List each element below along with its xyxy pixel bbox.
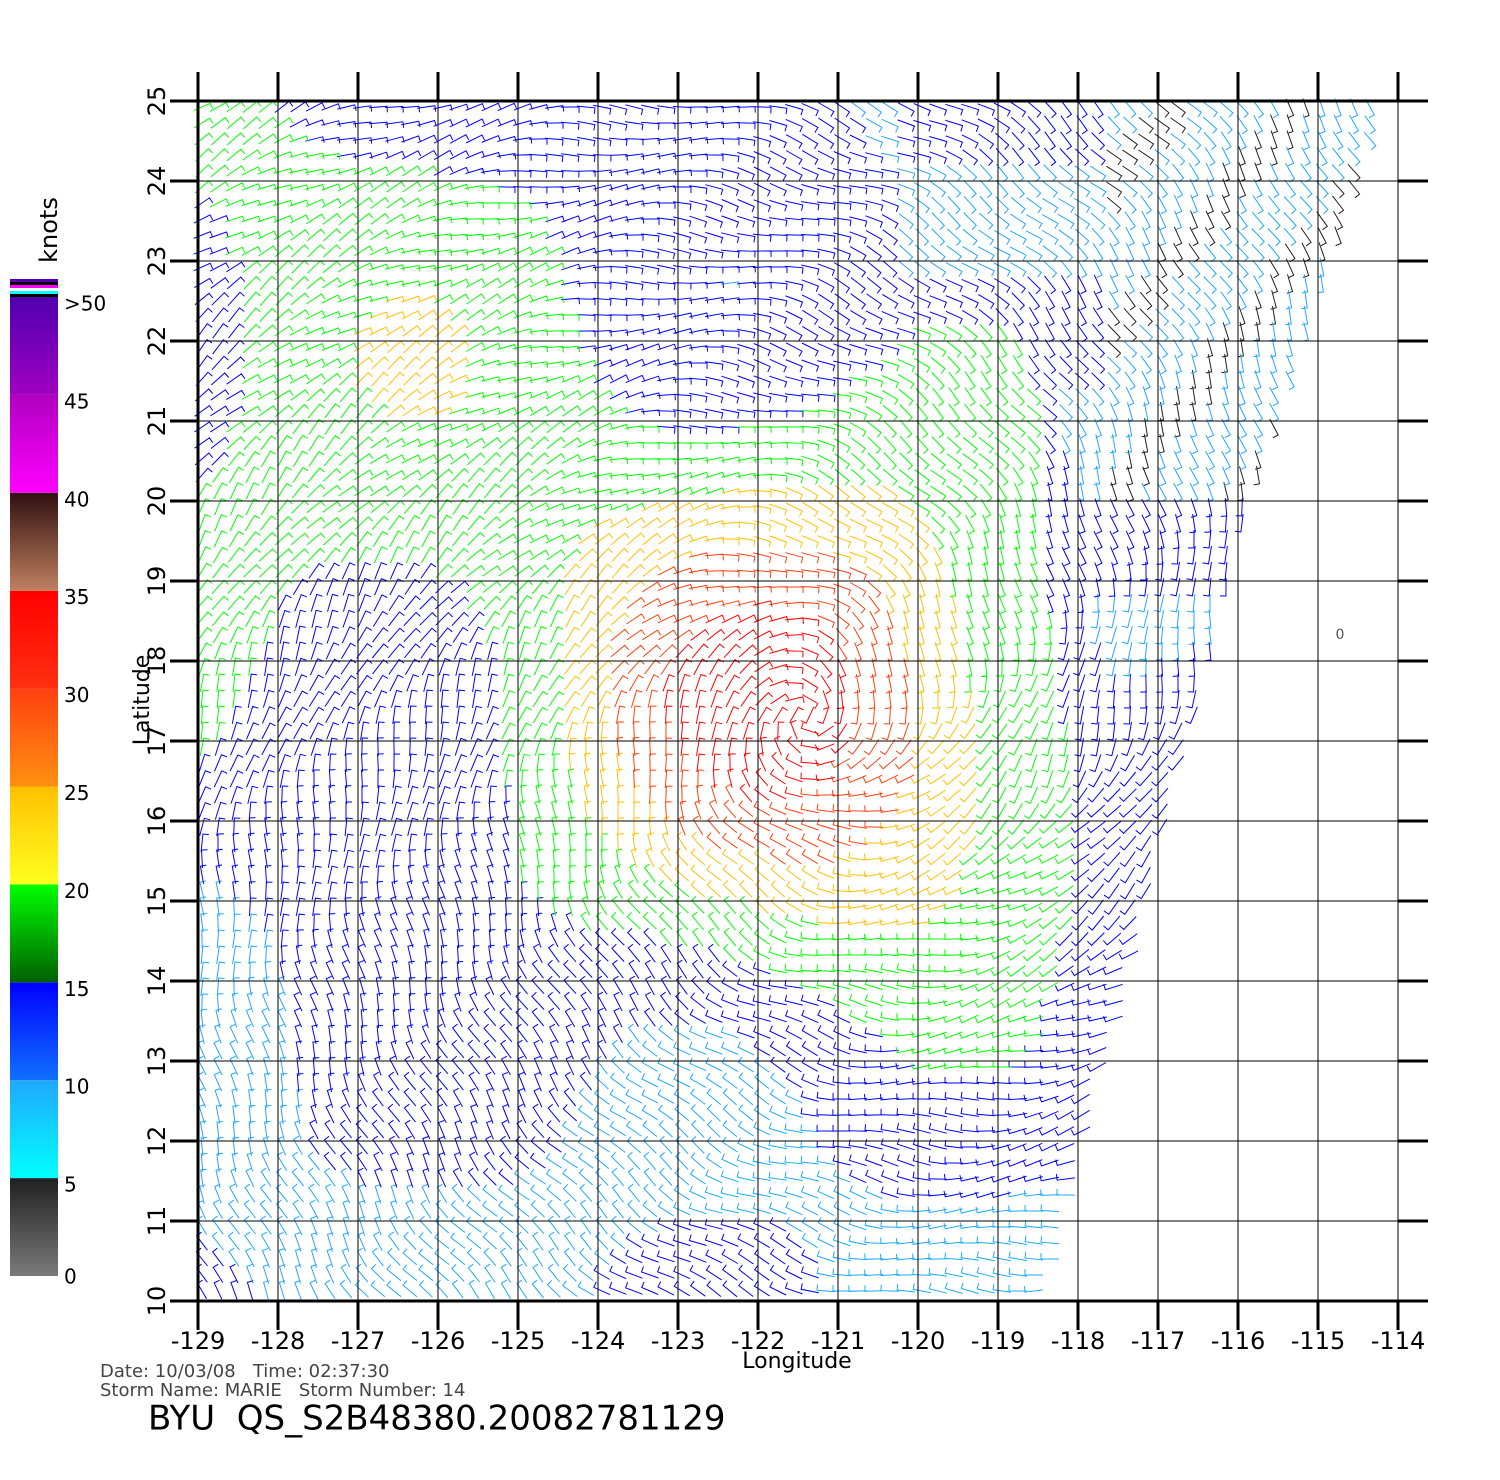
colorbar-cap	[10, 294, 58, 297]
colorbar-tick-label: 45	[64, 389, 89, 413]
colorbar-segment	[10, 1178, 58, 1276]
colorbar-tick-label: >50	[64, 292, 106, 316]
y-tick-label: 22	[143, 326, 171, 357]
axes: -129 -128 -127 -126 -125 -124 -123 -122 -121 -120…	[143, 72, 1428, 1355]
wind-barbs	[1106, 98, 1361, 503]
colorbar-cap	[10, 291, 58, 294]
colorbar-segment	[10, 394, 58, 493]
y-tick-label: 24	[143, 166, 171, 197]
colorbar-label: knots	[35, 197, 63, 263]
x-tick-label: -125	[491, 1327, 545, 1355]
y-tick-label: 20	[143, 486, 171, 517]
colorbar-tick-label: 35	[64, 585, 89, 609]
colorbar-segment	[10, 590, 58, 689]
wind-field	[193, 98, 1377, 1300]
y-tick-label: 10	[143, 1286, 171, 1317]
x-tick-label: -114	[1371, 1327, 1425, 1355]
x-tick-label: -124	[571, 1327, 625, 1355]
colorbar-cap	[10, 285, 58, 288]
wind-barbs	[353, 294, 977, 926]
x-tick-label: -122	[731, 1327, 785, 1355]
x-tick-label: -123	[651, 1327, 705, 1355]
x-tick-label: -116	[1211, 1327, 1265, 1355]
y-tick-label: 15	[143, 886, 171, 917]
wind-barbs	[662, 600, 850, 803]
wind-barbs	[193, 100, 1075, 1070]
colorbar-cap	[10, 288, 58, 291]
x-tick-label: -128	[251, 1327, 305, 1355]
x-tick-label: -126	[411, 1327, 465, 1355]
y-tick-label: 16	[143, 806, 171, 837]
wind-barbs	[610, 552, 915, 865]
colorbar-segment	[10, 297, 58, 395]
colorbar-tick-label: 0	[64, 1265, 77, 1289]
colorbar-cap	[10, 282, 58, 285]
footer-title: BYU QS_S2B48380.20082781129	[148, 1399, 726, 1439]
y-axis-label: Latitude	[130, 655, 155, 746]
footer-storm: Storm Name: MARIE Storm Number: 14	[100, 1380, 465, 1401]
y-tick-label: 25	[143, 86, 171, 117]
x-axis-label: Longitude	[742, 1349, 851, 1374]
footer-date: Date: 10/03/08 Time: 02:37:30	[100, 1361, 390, 1382]
colorbar-tick-label: 40	[64, 487, 89, 511]
x-tick-label: -115	[1291, 1327, 1345, 1355]
colorbar-segment	[10, 982, 58, 1081]
colorbar-cap	[10, 279, 58, 282]
colorbar-tick-label: 30	[64, 683, 89, 707]
colorbar-tick-label: 15	[64, 977, 89, 1001]
y-tick-label: 14	[143, 966, 171, 997]
x-tick-label: -129	[171, 1327, 225, 1355]
colorbar-segment	[10, 786, 58, 885]
y-tick-label: 12	[143, 1126, 171, 1157]
colorbar-tick-label: 10	[64, 1075, 89, 1099]
x-tick-label: -118	[1051, 1327, 1105, 1355]
colorbar-segment	[10, 688, 58, 787]
y-tick-label: 19	[143, 566, 171, 597]
colorbar-segment	[10, 884, 58, 983]
x-tick-label: -120	[891, 1327, 945, 1355]
colorbar-segment	[10, 1080, 58, 1179]
x-tick-label: -117	[1131, 1327, 1185, 1355]
y-tick-label: 23	[143, 246, 171, 277]
colorbar-tick-label: 25	[64, 781, 89, 805]
y-tick-label: 11	[143, 1206, 171, 1237]
y-tick-label: 17	[143, 726, 171, 757]
y-tick-label: 21	[143, 406, 171, 437]
y-tick-label: 18	[143, 646, 171, 677]
colorbar-tick-label: 5	[64, 1173, 77, 1197]
x-tick-label: -119	[971, 1327, 1025, 1355]
colorbar-tick-label: 20	[64, 879, 89, 903]
y-tick-label: 13	[143, 1046, 171, 1077]
wind-barbs	[196, 98, 1377, 1300]
colorbar-segment	[10, 492, 58, 591]
x-tick-label: -127	[331, 1327, 385, 1355]
x-tick-label: -121	[811, 1327, 865, 1355]
annotation: 0	[1336, 627, 1345, 643]
